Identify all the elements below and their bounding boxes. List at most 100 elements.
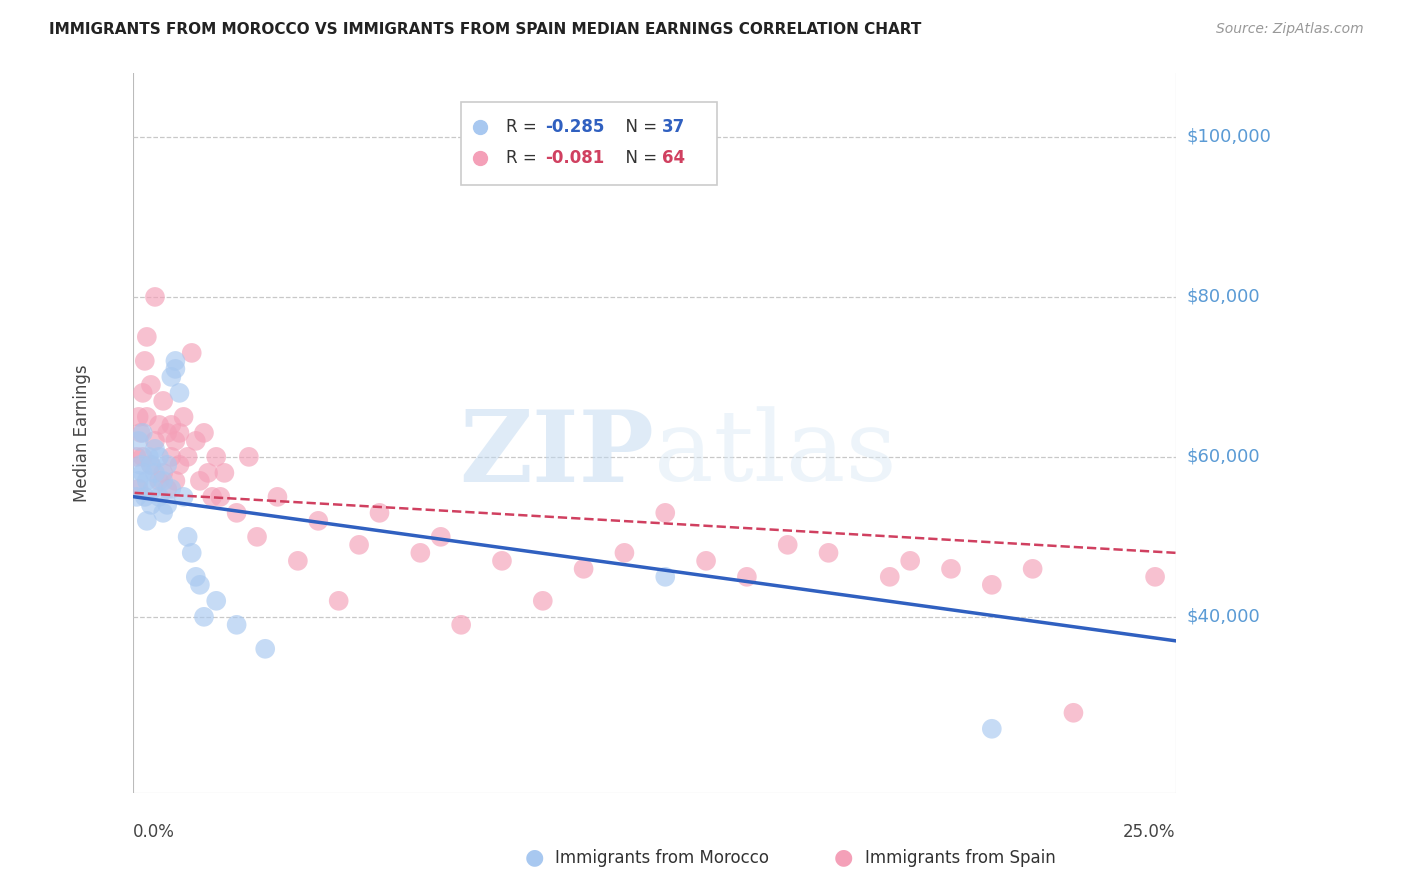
Point [347,538,370,552]
Point [254,641,277,656]
Point [148,490,170,504]
Point [225,617,247,632]
Point [142,482,165,496]
Point [531,594,554,608]
Text: IMMIGRANTS FROM MOROCCO VS IMMIGRANTS FROM SPAIN MEDIAN EARNINGS CORRELATION CHA: IMMIGRANTS FROM MOROCCO VS IMMIGRANTS FR… [49,22,921,37]
Point [1062,706,1084,720]
Point [173,490,195,504]
Point [143,442,166,456]
Point [160,370,183,384]
Point [132,466,155,480]
Point [125,490,148,504]
Point [188,578,211,592]
Point [139,458,162,472]
Point [184,434,207,448]
Text: ●: ● [834,847,853,867]
Point [165,474,187,488]
Point [138,450,160,464]
Text: R =: R = [506,149,541,167]
Point [165,362,187,376]
Point [205,594,228,608]
Point [129,425,152,440]
Point [735,570,758,584]
Point [125,450,148,464]
Point [180,346,202,360]
Point [980,578,1002,592]
Point [152,506,174,520]
Point [156,458,179,472]
Point [169,458,191,472]
Point [238,450,260,464]
Point [214,466,236,480]
Text: -0.285: -0.285 [546,118,605,136]
Point [817,546,839,560]
Point [980,722,1002,736]
Point [939,562,962,576]
Point [201,490,224,504]
Point [165,434,187,448]
Text: 0.0%: 0.0% [132,823,174,841]
Point [409,546,432,560]
Text: ●: ● [524,847,544,867]
Point [1144,570,1167,584]
Text: Immigrants from Morocco: Immigrants from Morocco [555,849,769,867]
Point [184,570,207,584]
Point [176,530,198,544]
Point [450,617,472,632]
Text: $100,000: $100,000 [1187,128,1271,146]
Point [188,474,211,488]
Point [160,417,183,432]
Point [134,354,156,368]
Point [156,482,179,496]
Point [132,385,155,400]
Text: -0.081: -0.081 [546,149,605,167]
Point [173,409,195,424]
Point [152,393,174,408]
Point [572,562,595,576]
Point [491,554,513,568]
Point [132,450,155,464]
Point [169,425,191,440]
Point [246,530,269,544]
Point [135,514,157,528]
Point [176,450,198,464]
Point [160,482,183,496]
Point [368,506,391,520]
Point [156,498,179,512]
Point [160,450,183,464]
Point [143,290,166,304]
Point [132,425,155,440]
Point [654,570,676,584]
Point [165,354,187,368]
Point [139,377,162,392]
Point [152,466,174,480]
Text: Source: ZipAtlas.com: Source: ZipAtlas.com [1216,22,1364,37]
Point [205,450,228,464]
Point [148,417,170,432]
Point [128,409,150,424]
Point [654,506,676,520]
Point [307,514,329,528]
Point [148,450,170,464]
Point [193,609,215,624]
Point [135,330,157,344]
Point [695,554,717,568]
Point [776,538,799,552]
Point [193,425,215,440]
Point [134,490,156,504]
Point [898,554,921,568]
Text: 25.0%: 25.0% [1123,823,1175,841]
Point [128,434,150,448]
Point [135,474,157,488]
Point [429,530,451,544]
Point [143,466,166,480]
Point [135,409,157,424]
Text: ZIP: ZIP [460,406,654,503]
Point [169,385,191,400]
Text: $80,000: $80,000 [1187,288,1260,306]
Text: Median Earnings: Median Earnings [73,364,91,501]
Text: atlas: atlas [654,407,897,502]
Point [287,554,309,568]
Point [1021,562,1043,576]
Text: Immigrants from Spain: Immigrants from Spain [865,849,1056,867]
